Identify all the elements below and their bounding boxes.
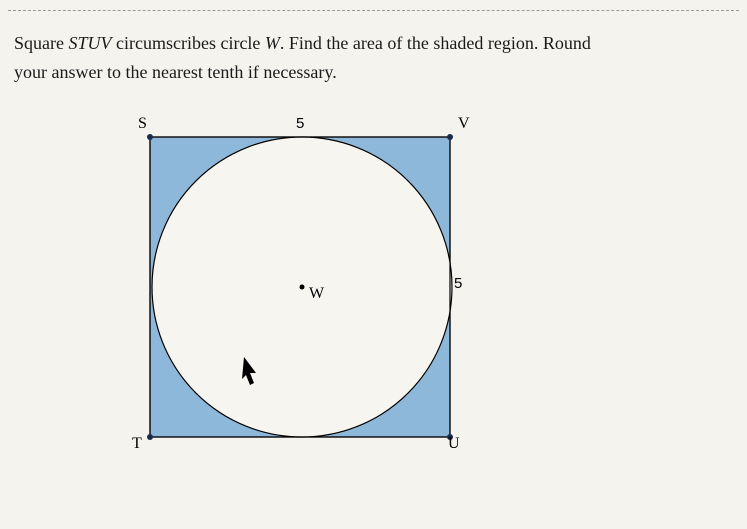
vertex-t-dot [147, 434, 153, 440]
vertex-s-dot [147, 134, 153, 140]
question-line1-suffix: . Find the area of the shaded region. Ro… [280, 33, 591, 53]
center-label-w: W [309, 285, 324, 303]
side-label-top: 5 [296, 115, 304, 132]
side-label-right: 5 [454, 275, 462, 292]
vertex-v-dot [447, 134, 453, 140]
vertex-label-s: S [138, 115, 147, 133]
circle-label: W [265, 33, 280, 53]
center-w-dot [300, 284, 305, 289]
question-line2: your answer to the nearest tenth if nece… [14, 62, 337, 82]
square-label: STUV [68, 33, 111, 53]
vertex-label-v: V [458, 115, 470, 133]
question-text: Square STUV circumscribes circle W. Find… [0, 11, 747, 97]
question-line1-prefix: Square [14, 33, 68, 53]
geometry-diagram: S V T U W 5 5 [130, 117, 470, 457]
diagram-svg [130, 117, 470, 457]
vertex-label-t: T [132, 435, 142, 453]
question-line1-mid: circumscribes circle [112, 33, 265, 53]
vertex-label-u: U [448, 435, 460, 453]
